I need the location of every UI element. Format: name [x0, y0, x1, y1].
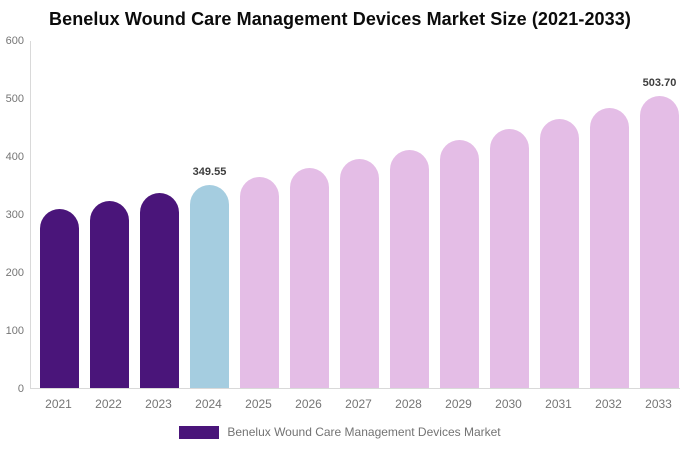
bar-column-2027	[340, 41, 379, 388]
x-axis: 2021 2022 2023 2024 2025 2026 2027 2028 2029 2030…	[39, 397, 678, 411]
bar-column-2029	[440, 41, 479, 388]
plot-area: 349.55 503.70	[30, 41, 680, 389]
bar-column-2023	[140, 41, 179, 388]
bar-2021	[40, 208, 79, 388]
bar-2025	[240, 176, 279, 388]
x-axis-label-2026: 2026	[295, 397, 322, 411]
x-axis-label-2022: 2022	[95, 397, 122, 411]
bar-column-2021	[40, 41, 79, 388]
bar-2033	[640, 95, 679, 388]
x-axis-label-2023: 2023	[145, 397, 172, 411]
y-axis-label-500: 500	[5, 92, 24, 105]
bar-value-label-2024: 349.55	[192, 166, 227, 179]
bar-column-2025	[240, 41, 279, 388]
bar-column-2022	[90, 41, 129, 388]
bar-column-2032	[590, 41, 629, 388]
bar-2031	[540, 118, 579, 388]
bar-2029	[440, 139, 479, 388]
bar-column-2030	[490, 41, 529, 388]
y-axis-label-400: 400	[5, 150, 24, 163]
x-axis-label-2031: 2031	[545, 397, 572, 411]
x-axis-label-2032: 2032	[595, 397, 622, 411]
bar-2024	[190, 185, 229, 388]
y-axis: 0 100 200 300 400 500 600	[0, 35, 26, 395]
bar-2032	[590, 107, 629, 388]
x-axis-label-2027: 2027	[345, 397, 372, 411]
bar-column-2026	[290, 41, 329, 388]
x-axis-label-2033: 2033	[645, 397, 672, 411]
bar-2028	[390, 149, 429, 388]
y-axis-label-100: 100	[5, 324, 24, 337]
x-axis-label-2029: 2029	[445, 397, 472, 411]
bar-column-2028	[390, 41, 429, 388]
bar-2022	[90, 201, 129, 388]
x-axis-label-2021: 2021	[45, 397, 72, 411]
x-axis-label-2024: 2024	[195, 397, 222, 411]
bar-2030	[490, 129, 529, 388]
bar-column-2024: 349.55	[190, 41, 229, 388]
legend: Benelux Wound Care Management Devices Ma…	[0, 425, 680, 439]
x-axis-label-2025: 2025	[245, 397, 272, 411]
legend-label: Benelux Wound Care Management Devices Ma…	[227, 425, 501, 439]
bar-2026	[290, 168, 329, 388]
chart-title: Benelux Wound Care Management Devices Ma…	[49, 9, 631, 29]
bar-column-2033: 503.70	[640, 41, 679, 388]
x-axis-label-2030: 2030	[495, 397, 522, 411]
x-axis-label-2028: 2028	[395, 397, 422, 411]
legend-swatch	[179, 425, 220, 439]
y-axis-label-600: 600	[5, 34, 24, 47]
y-axis-label-0: 0	[17, 382, 24, 395]
y-axis-label-300: 300	[5, 208, 24, 221]
y-axis-label-200: 200	[5, 266, 24, 279]
bar-value-label-2033: 503.70	[642, 76, 677, 89]
bar-2027	[340, 159, 379, 388]
bar-2023	[140, 193, 179, 388]
bar-column-2031	[540, 41, 579, 388]
